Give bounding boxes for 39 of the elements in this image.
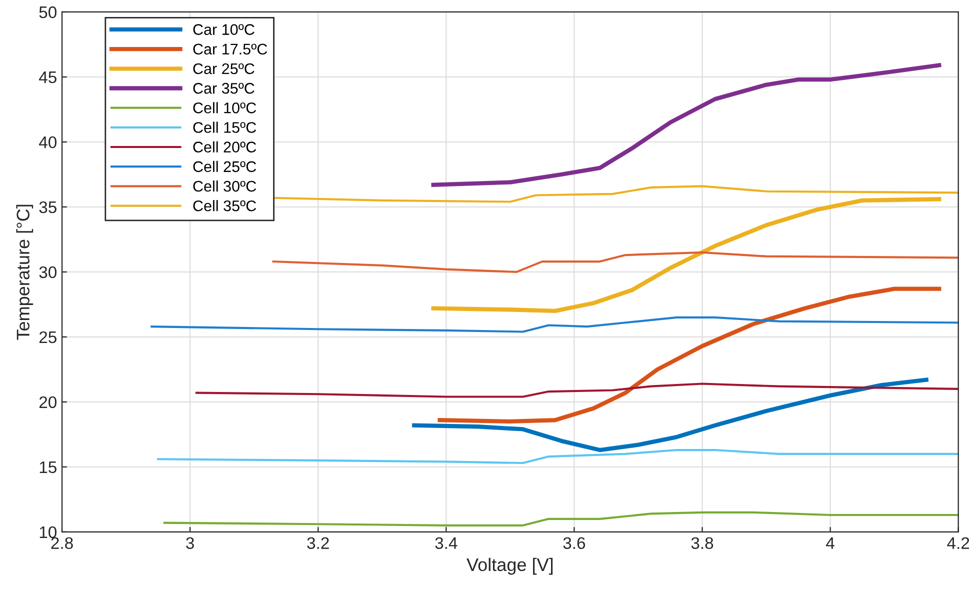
legend-label: Cell 35ºC — [193, 200, 256, 212]
y-tick-label: 50 — [39, 6, 57, 18]
x-tick-label: 3 — [186, 537, 194, 550]
x-tick-label: 3.2 — [307, 537, 329, 550]
y-tick-label: 30 — [39, 266, 57, 278]
line-series — [438, 286, 942, 424]
x-tick-label: 2.8 — [51, 537, 73, 550]
y-axis-title: Temperature [°C] — [16, 204, 34, 340]
line-series — [150, 316, 958, 333]
legend-label: Car 25ºC — [193, 63, 254, 74]
y-tick-label: 40 — [39, 136, 57, 148]
x-axis-title: Voltage [V] — [466, 558, 553, 575]
line-series — [195, 382, 958, 398]
legend-label: Cell 15ºC — [193, 122, 256, 133]
line-series — [163, 511, 958, 526]
legend-label: Car 10ºC — [193, 24, 254, 35]
line-series — [272, 185, 958, 203]
line-series — [412, 378, 928, 452]
legend-label: Cell 25ºC — [193, 160, 256, 172]
legend-label: Car 17.5ºC — [193, 44, 268, 55]
legend-label: Car 35ºC — [193, 82, 254, 94]
y-tick-label: 20 — [39, 396, 57, 408]
line-series — [431, 197, 942, 314]
line-series — [157, 448, 958, 464]
x-tick-label: 3.6 — [563, 537, 586, 550]
line-series — [431, 63, 942, 187]
y-tick-label: 10 — [40, 526, 57, 538]
legend-label: Cell 30ºC — [193, 180, 256, 192]
x-tick-label: 4 — [826, 537, 834, 549]
x-tick-label: 3.8 — [691, 537, 714, 550]
x-tick-label: 3.4 — [435, 537, 458, 550]
y-tick-label: 45 — [39, 72, 56, 84]
legend-label: Cell 20ºC — [193, 141, 256, 152]
y-tick-label: 25 — [39, 331, 56, 344]
x-tick-label: 4.2 — [947, 537, 969, 549]
legend-label: Cell 10ºC — [193, 102, 256, 114]
y-tick-label: 15 — [40, 461, 56, 474]
line-series — [272, 251, 958, 273]
y-tick-label: 35 — [39, 201, 56, 214]
